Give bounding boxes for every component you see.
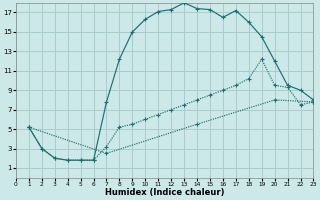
X-axis label: Humidex (Indice chaleur): Humidex (Indice chaleur): [105, 188, 224, 197]
